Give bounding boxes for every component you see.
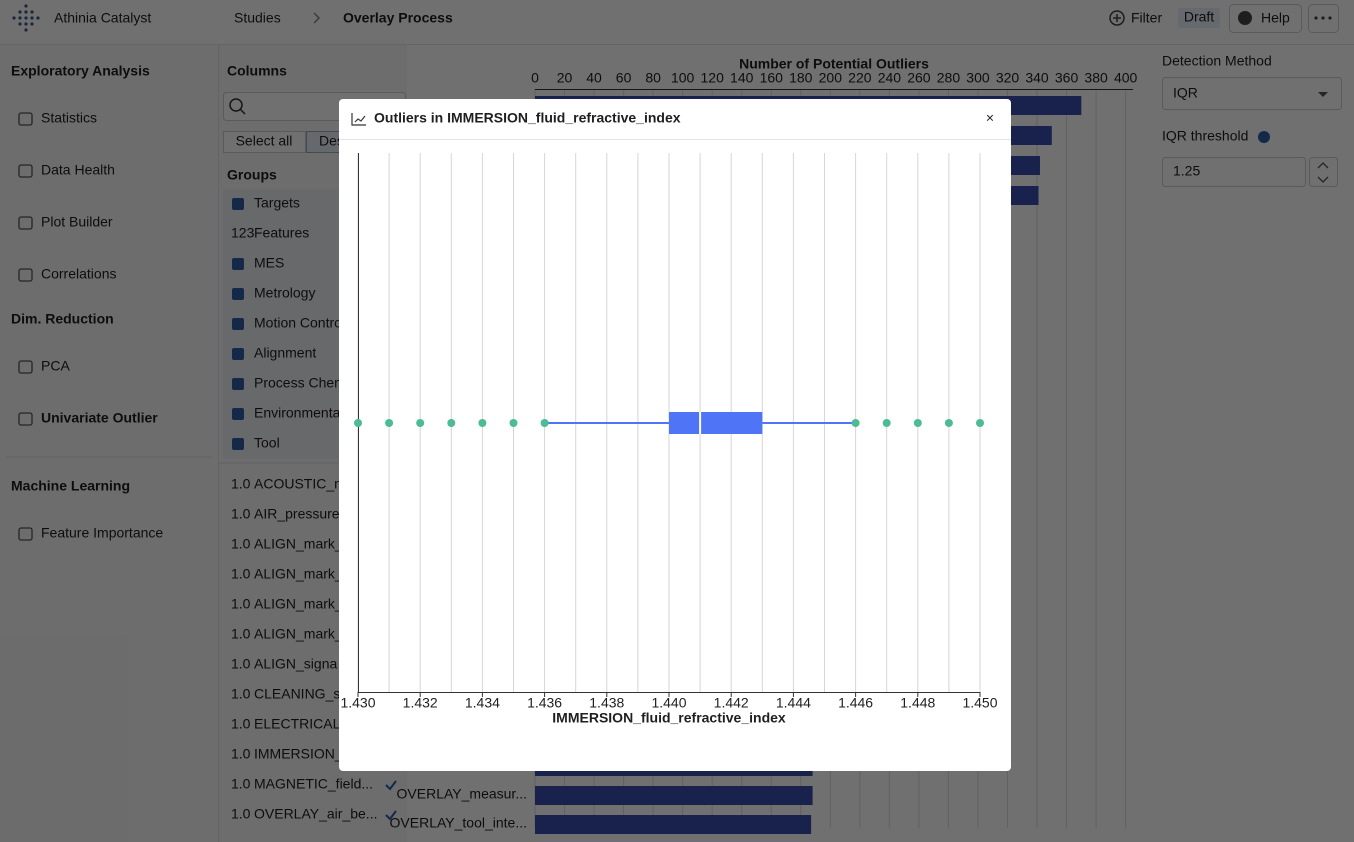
x-tick-label: 1.440 xyxy=(651,695,686,711)
x-tick-label: 1.430 xyxy=(340,695,375,711)
outlier-point xyxy=(913,419,922,427)
outlier-point xyxy=(882,419,891,427)
x-tick-label: 1.434 xyxy=(465,695,500,711)
close-button[interactable]: × xyxy=(986,110,994,126)
whisker-end xyxy=(851,419,860,427)
chart-icon xyxy=(351,113,366,126)
outlier-point xyxy=(354,419,362,427)
outlier-point xyxy=(509,419,518,427)
x-tick-label: 1.450 xyxy=(962,695,997,711)
outlier-point xyxy=(385,419,394,427)
x-axis-title: IMMERSION_fluid_refractive_index xyxy=(552,710,786,726)
x-tick-label: 1.446 xyxy=(838,695,873,711)
modal-panel xyxy=(339,99,1011,771)
outlier-point xyxy=(447,419,456,427)
outlier-point xyxy=(944,419,953,427)
x-tick-label: 1.432 xyxy=(403,695,438,711)
outlier-point xyxy=(478,419,487,427)
modal-title: Outliers in IMMERSION_fluid_refractive_i… xyxy=(374,110,681,126)
box xyxy=(669,412,763,434)
modal: Outliers in IMMERSION_fluid_refractive_i… xyxy=(339,99,1011,771)
x-tick-label: 1.436 xyxy=(527,695,562,711)
x-tick-label: 1.444 xyxy=(776,695,811,711)
whisker-end xyxy=(540,419,549,427)
outlier-point xyxy=(416,419,425,427)
x-tick-label: 1.438 xyxy=(589,695,624,711)
x-tick-label: 1.442 xyxy=(714,695,749,711)
outlier-point xyxy=(976,419,984,427)
x-tick-label: 1.448 xyxy=(900,695,935,711)
